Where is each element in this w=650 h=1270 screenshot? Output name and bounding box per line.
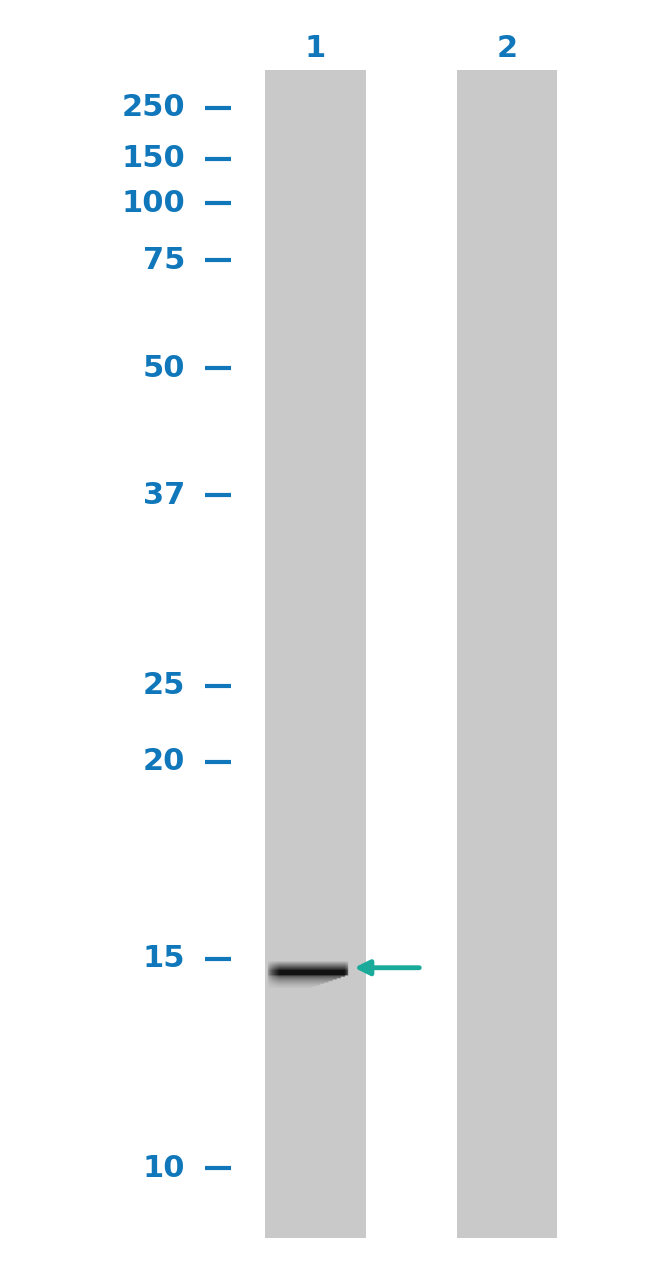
Text: 50: 50 bbox=[143, 354, 185, 382]
Text: 10: 10 bbox=[143, 1154, 185, 1182]
Bar bbox=[456, 70, 558, 1238]
Text: 20: 20 bbox=[143, 748, 185, 776]
Text: 75: 75 bbox=[143, 246, 185, 274]
Text: 150: 150 bbox=[122, 145, 185, 173]
Text: 37: 37 bbox=[143, 481, 185, 509]
Text: 100: 100 bbox=[122, 189, 185, 217]
Text: 1: 1 bbox=[305, 34, 326, 62]
Text: 15: 15 bbox=[143, 945, 185, 973]
Text: 250: 250 bbox=[122, 94, 185, 122]
Text: 25: 25 bbox=[143, 672, 185, 700]
Bar bbox=[265, 70, 365, 1238]
Text: 2: 2 bbox=[497, 34, 517, 62]
